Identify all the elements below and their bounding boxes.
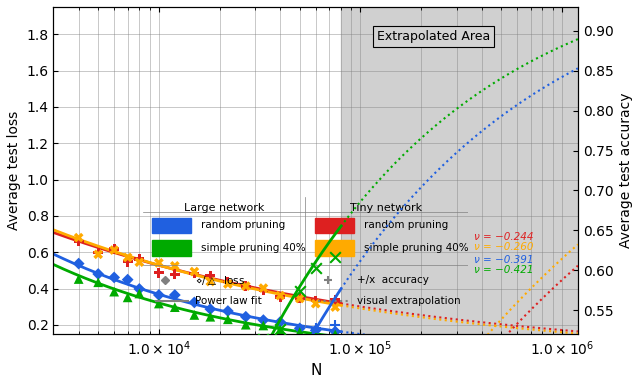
Point: [241, 283, 251, 289]
Point: [205, 273, 216, 279]
Point: [259, 322, 269, 328]
Point: [205, 306, 216, 312]
Point: [310, 264, 321, 271]
Point: [189, 268, 200, 275]
Y-axis label: Average test loss: Average test loss: [7, 111, 21, 230]
Point: [310, 327, 321, 333]
Point: [109, 275, 119, 281]
Point: [330, 328, 340, 335]
Point: [74, 261, 84, 267]
Point: [74, 276, 84, 282]
Point: [189, 271, 200, 277]
Point: [294, 325, 305, 331]
Point: [93, 279, 103, 285]
Point: [109, 247, 119, 253]
Point: [74, 238, 84, 244]
Point: [122, 254, 132, 261]
Point: [170, 292, 180, 298]
Point: [310, 331, 321, 338]
Point: [294, 329, 305, 335]
Point: [170, 271, 180, 278]
Point: [330, 321, 340, 328]
Point: [275, 326, 285, 332]
Y-axis label: Average test accuracy: Average test accuracy: [619, 93, 633, 248]
Text: ν = −0.244: ν = −0.244: [474, 232, 533, 242]
Point: [205, 314, 216, 320]
Point: [154, 300, 164, 306]
Point: [241, 283, 251, 290]
Point: [134, 290, 145, 296]
Point: [134, 286, 145, 292]
Point: [259, 317, 269, 323]
Point: [122, 276, 132, 283]
Point: [330, 297, 340, 303]
Point: [259, 285, 269, 291]
Point: [330, 331, 340, 338]
Point: [259, 336, 269, 342]
Point: [154, 260, 164, 266]
Point: [109, 288, 119, 295]
Point: [154, 292, 164, 298]
Point: [223, 281, 233, 287]
Point: [259, 287, 269, 293]
Point: [275, 294, 285, 300]
Point: [310, 297, 321, 303]
Point: [170, 263, 180, 269]
Point: [189, 299, 200, 305]
Point: [310, 301, 321, 307]
Text: Extrapolated Area: Extrapolated Area: [377, 30, 490, 43]
Point: [74, 234, 84, 241]
Point: [93, 251, 103, 258]
Point: [205, 278, 216, 285]
Text: ν = −0.391: ν = −0.391: [474, 255, 533, 265]
Point: [275, 319, 285, 325]
Point: [189, 312, 200, 318]
Point: [310, 325, 321, 331]
Point: [122, 259, 132, 265]
Point: [241, 382, 251, 385]
Point: [134, 259, 145, 265]
Point: [223, 308, 233, 314]
Point: [275, 293, 285, 299]
Point: [294, 295, 305, 301]
Point: [122, 294, 132, 300]
Point: [275, 326, 285, 333]
Point: [93, 249, 103, 256]
Text: ν = −0.421: ν = −0.421: [474, 265, 533, 275]
Point: [294, 358, 305, 364]
Point: [330, 304, 340, 310]
Point: [241, 314, 251, 320]
Point: [109, 246, 119, 252]
Point: [294, 295, 305, 301]
Point: [223, 316, 233, 322]
Point: [330, 253, 340, 259]
X-axis label: N: N: [310, 363, 321, 378]
Point: [134, 256, 145, 262]
Point: [294, 288, 305, 294]
Point: [241, 321, 251, 328]
Bar: [341, 7, 578, 334]
Text: ν = −0.260: ν = −0.260: [474, 242, 533, 252]
Point: [170, 304, 180, 310]
Point: [93, 271, 103, 277]
Point: [154, 270, 164, 276]
Point: [223, 278, 233, 285]
